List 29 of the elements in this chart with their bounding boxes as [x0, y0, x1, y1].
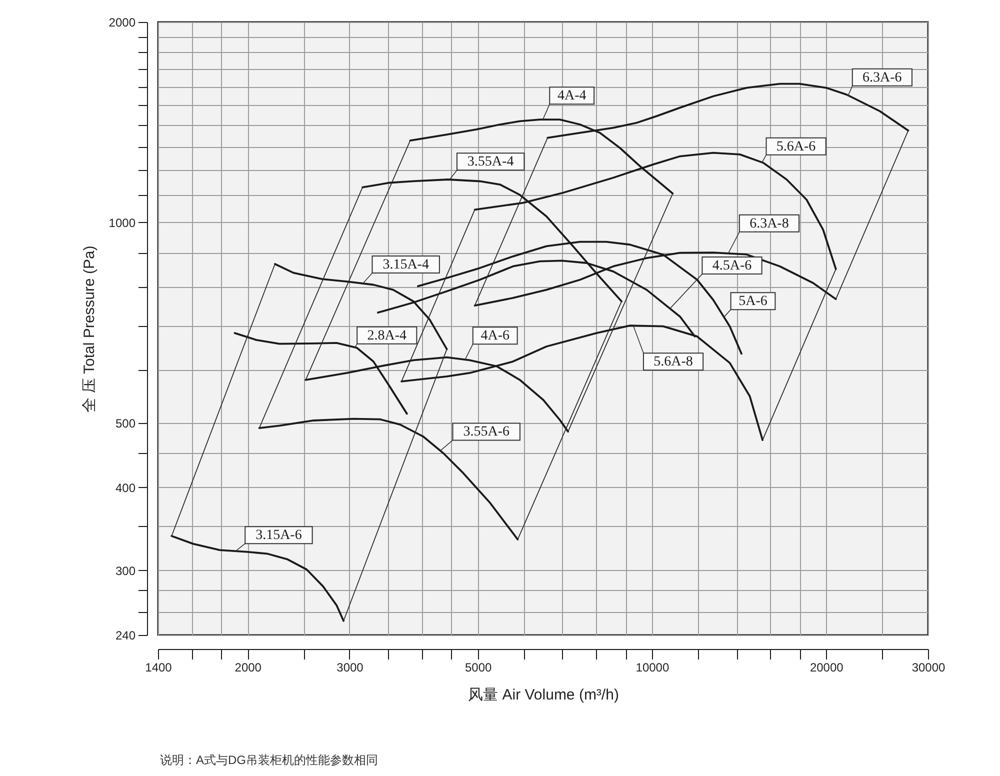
- series-label: 6.3A-6: [862, 70, 902, 86]
- series-label: 3.55A-6: [463, 424, 510, 440]
- y-tick-label: 1000: [108, 216, 136, 230]
- series-label: 5.6A-8: [654, 354, 693, 370]
- x-axis-title: 风量 Air Volume (m³/h): [468, 686, 619, 704]
- y-tick-label: 300: [115, 564, 136, 578]
- x-tick-label: 3000: [336, 660, 364, 674]
- y-axis-title: 全 压 Total Pressure (Pa): [80, 246, 98, 412]
- x-tick-label: 20000: [810, 660, 844, 674]
- text: 4.5A-6: [712, 258, 752, 274]
- series-label: 6.3A-8: [750, 216, 789, 232]
- x-tick-label: 1400: [145, 660, 172, 674]
- series-label: 5.6A-6: [776, 139, 816, 154]
- text: 说明：A式与DG吊装柜机的性能参数相同: [160, 753, 378, 767]
- series-label: 5A-6: [738, 294, 768, 310]
- series-label: 3.15A-4: [382, 257, 429, 272]
- series-label: 3.15A-6: [256, 528, 302, 544]
- series-label: 4A-6: [480, 328, 510, 344]
- x-tick-label: 10000: [636, 660, 670, 674]
- y-tick-label: 2000: [108, 16, 136, 30]
- x-tick-label: 30000: [912, 660, 946, 674]
- x-tick-label: 5000: [464, 660, 492, 674]
- series-label: 2.8A-4: [367, 328, 407, 344]
- y-tick-label: 400: [115, 480, 136, 495]
- x-tick-label: 2000: [234, 660, 262, 674]
- series-label: 4A-4: [557, 88, 586, 104]
- series-label: 3.55A-4: [467, 154, 514, 170]
- y-tick-label: 500: [115, 416, 136, 430]
- y-tick-label: 240: [115, 628, 136, 642]
